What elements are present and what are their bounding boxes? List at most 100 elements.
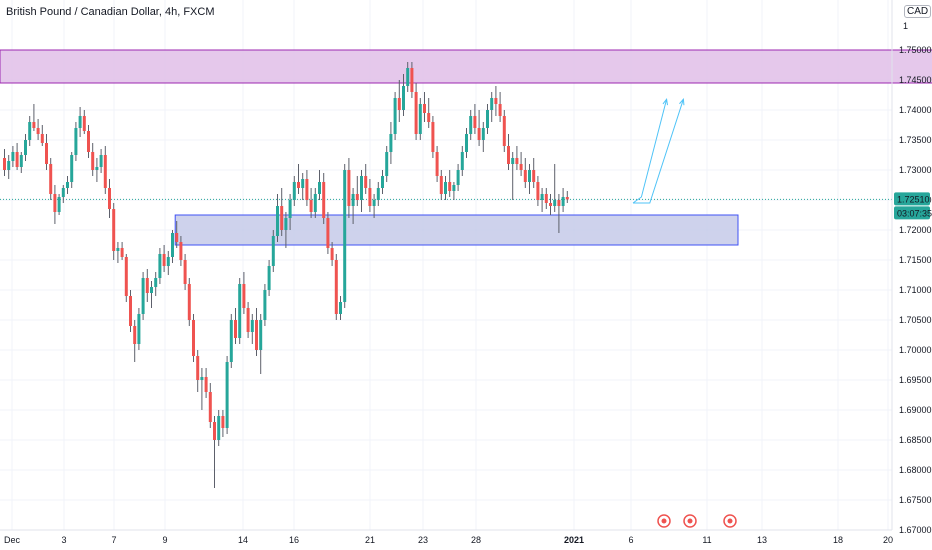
projection-arrows — [632, 97, 685, 204]
candle — [15, 152, 19, 167]
candle — [511, 158, 515, 164]
candle — [137, 314, 141, 344]
economic-events[interactable] — [657, 514, 737, 528]
candle — [276, 206, 279, 236]
candle — [330, 248, 334, 260]
grid — [0, 0, 892, 531]
candle — [297, 182, 300, 188]
candle — [3, 158, 6, 170]
time-tick-label: 2021 — [564, 535, 584, 545]
candle — [141, 278, 145, 314]
candle — [225, 362, 229, 428]
candle — [171, 233, 174, 257]
candle — [402, 86, 405, 110]
candle — [66, 182, 69, 188]
candle — [116, 248, 120, 251]
time-tick-label: 13 — [757, 535, 767, 545]
chart-title: British Pound / Canadian Dollar, 4h, FXC… — [6, 6, 215, 18]
candle — [74, 128, 78, 155]
candle — [82, 116, 86, 131]
candle — [179, 242, 183, 260]
candle — [284, 218, 288, 230]
candle — [376, 188, 380, 200]
candle — [494, 98, 498, 104]
candle — [19, 155, 23, 167]
candle — [460, 152, 464, 170]
candle — [32, 122, 36, 128]
price-badge-value: 1.72510 — [897, 194, 930, 204]
event-flag-dot — [687, 518, 693, 524]
candle — [234, 320, 237, 338]
candle — [175, 233, 179, 242]
candle — [498, 104, 502, 116]
candle — [343, 170, 347, 302]
candle — [196, 356, 200, 380]
arrow-head — [662, 97, 668, 106]
candle — [91, 152, 95, 170]
candle — [53, 194, 57, 212]
candle — [334, 260, 338, 314]
candle — [507, 146, 510, 164]
candle — [339, 302, 342, 314]
countdown-badge-value: 03:07:35 — [897, 208, 932, 218]
candle — [305, 179, 309, 200]
price-tick-label: 1.70500 — [899, 315, 932, 325]
candle — [364, 176, 368, 188]
time-tick-label: 7 — [111, 535, 116, 545]
price-tick-label: 1.69500 — [899, 375, 932, 385]
candle — [57, 197, 61, 212]
price-tick-label: 1.69000 — [899, 405, 932, 415]
candle — [448, 182, 452, 191]
support-zone — [174, 214, 739, 246]
candle — [70, 155, 74, 182]
candle — [271, 236, 275, 266]
candle — [486, 110, 489, 128]
candle — [36, 128, 40, 134]
candle — [87, 131, 90, 152]
candle — [78, 116, 82, 128]
candle — [238, 284, 242, 338]
price-tick-label: 1.74000 — [899, 105, 932, 115]
time-tick-label: 23 — [418, 535, 428, 545]
candle — [540, 194, 544, 200]
candle — [246, 308, 250, 332]
time-scale[interactable]: Dec 3 7 9 14 16 21 23 28 2021 6 11 13 18 20 — [4, 535, 893, 545]
candle — [393, 98, 397, 134]
candle — [502, 116, 506, 146]
candle — [112, 209, 116, 251]
candle — [544, 194, 548, 203]
projection-path — [633, 99, 684, 204]
candle — [11, 152, 15, 161]
candle — [24, 140, 27, 155]
candle — [45, 143, 48, 164]
time-tick-label: 16 — [289, 535, 299, 545]
time-tick-label: 21 — [365, 535, 375, 545]
candle — [368, 188, 372, 206]
candles — [3, 62, 569, 488]
candle — [414, 92, 418, 134]
price-tick-label: 1.70000 — [899, 345, 932, 355]
candle — [28, 122, 32, 140]
candle — [389, 134, 393, 152]
candle — [385, 152, 389, 176]
candle — [242, 284, 246, 308]
price-badge-bg — [894, 192, 930, 206]
price-tick-label: 1.67500 — [899, 495, 932, 505]
candle — [477, 128, 481, 140]
currency-button[interactable]: CAD — [904, 5, 932, 18]
candle — [217, 416, 221, 440]
candle — [288, 200, 292, 218]
candle — [557, 200, 561, 206]
candle — [347, 170, 351, 206]
candle — [259, 320, 263, 350]
candle — [452, 185, 456, 191]
arrow-head — [679, 97, 685, 106]
candle — [40, 134, 44, 143]
candle — [444, 182, 447, 194]
candle — [187, 284, 191, 320]
time-tick-label: 14 — [238, 535, 248, 545]
price-tick-label: 1.74500 — [899, 75, 932, 85]
price-scale[interactable]: 1.75000 1.74500 1.74000 1.73500 1.73000 1.725… — [899, 21, 932, 535]
candle — [465, 134, 468, 152]
